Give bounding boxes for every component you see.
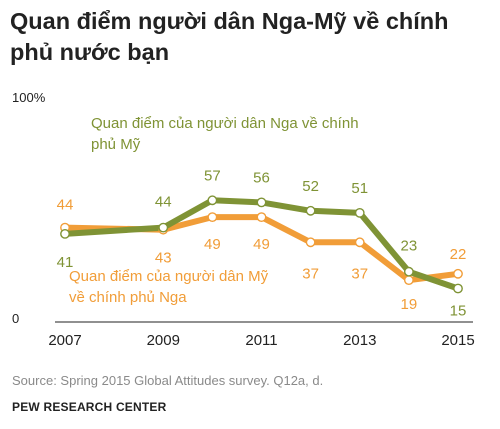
x-tick-label: 2013 [343, 332, 376, 349]
data-point [305, 205, 316, 216]
data-label: 49 [253, 236, 270, 253]
data-label: 37 [351, 265, 368, 282]
x-tick-label: 2007 [48, 332, 81, 349]
data-point [207, 212, 218, 223]
y-tick-label-zero: 0 [12, 311, 19, 326]
credit-label: PEW RESEARCH CENTER [12, 400, 167, 414]
x-tick-label: 2015 [441, 332, 474, 349]
data-point [60, 228, 70, 239]
data-point [256, 197, 267, 208]
x-tick-label: 2009 [147, 332, 180, 349]
x-tick-label: 2011 [245, 332, 277, 349]
legend-label-1: Quan điểm của người dân Mỹ về chính phủ N… [69, 268, 269, 306]
data-point [354, 237, 365, 248]
data-label: 15 [450, 303, 467, 320]
data-point [305, 237, 316, 248]
page-title: Quan điểm người dân Nga-Mỹ về chính phủ … [10, 8, 449, 65]
data-label: 44 [57, 197, 74, 214]
data-label: 37 [302, 265, 319, 282]
data-point [403, 266, 414, 277]
series-line-0 [62, 197, 461, 292]
series-line-1 [62, 214, 461, 284]
data-point [403, 275, 414, 285]
y-tick-label-max: 100% [12, 90, 46, 105]
legend-label-0: Quan điểm của người dân Nga về chính phủ … [91, 115, 359, 153]
data-label: 22 [450, 246, 467, 263]
data-label: 52 [302, 178, 319, 195]
data-point [453, 283, 463, 294]
data-point [453, 268, 463, 279]
data-label: 44 [155, 194, 172, 211]
data-point [256, 212, 267, 223]
data-label: 19 [401, 296, 418, 313]
source-note: Source: Spring 2015 Global Attitudes sur… [12, 373, 324, 388]
data-label: 41 [57, 254, 74, 271]
data-label: 43 [155, 250, 172, 267]
data-label: 49 [204, 236, 221, 253]
data-label: 51 [351, 180, 368, 197]
data-point [354, 207, 365, 218]
data-point [207, 195, 218, 206]
data-label: 23 [401, 238, 418, 255]
data-label: 56 [253, 169, 270, 186]
data-point [158, 222, 169, 233]
data-label: 57 [204, 167, 221, 184]
